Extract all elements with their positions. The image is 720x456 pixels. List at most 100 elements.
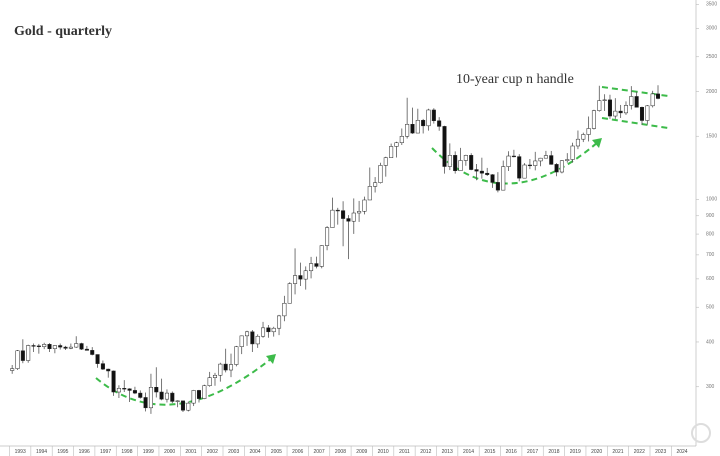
x-tick-label: 2022: [634, 449, 645, 455]
candle-body: [357, 211, 362, 214]
candle-body: [634, 96, 639, 108]
candle-body: [581, 134, 586, 140]
candle-body: [522, 164, 527, 179]
candle-body: [90, 350, 95, 355]
candle-body: [591, 110, 596, 129]
candle-body: [597, 100, 602, 111]
candle-body: [447, 155, 452, 167]
candle-body: [645, 105, 650, 121]
x-tick-label: 2018: [548, 449, 559, 455]
candle-body: [42, 344, 47, 347]
candle-body: [234, 346, 239, 365]
x-tick-label: 1994: [36, 449, 47, 455]
candle-body: [154, 387, 159, 393]
candle-body: [527, 164, 532, 167]
y-tick-label: 2000: [706, 89, 717, 95]
candle-body: [437, 120, 442, 127]
x-tick-label: 1995: [57, 449, 68, 455]
y-tick-label: 900: [706, 213, 715, 219]
candle-body: [495, 182, 500, 191]
candle-body: [26, 345, 31, 361]
logo: [691, 423, 711, 443]
candle-body: [335, 209, 340, 212]
x-tick-label: 2009: [356, 449, 367, 455]
y-tick-label: 600: [706, 276, 715, 282]
candle-body: [303, 270, 308, 280]
candle-body: [511, 155, 516, 158]
x-tick-label: 2005: [271, 449, 282, 455]
candle-body: [277, 315, 282, 329]
x-tick-label: 2002: [207, 449, 218, 455]
x-tick-label: 2010: [378, 449, 389, 455]
candle-body: [613, 110, 618, 117]
candle-body: [405, 124, 410, 137]
x-tick-label: 2016: [506, 449, 517, 455]
candle-body: [618, 110, 623, 114]
x-tick-label: 2004: [249, 449, 260, 455]
x-tick-label: 1999: [143, 449, 154, 455]
y-tick-label: 400: [706, 339, 715, 345]
candle-body: [389, 146, 394, 158]
candle-body: [586, 128, 591, 135]
x-tick-label: 2001: [185, 449, 196, 455]
candle-body: [378, 165, 383, 183]
candle-body: [650, 93, 655, 107]
x-tick-label: 2012: [420, 449, 431, 455]
x-tick-label: 2024: [676, 449, 687, 455]
candle-body: [383, 157, 388, 166]
candle-body: [341, 210, 346, 219]
candle-body: [298, 275, 303, 280]
arrow-head: [266, 354, 276, 364]
candle-body: [325, 227, 330, 246]
candle-body: [309, 263, 314, 272]
candle-body: [607, 99, 612, 117]
candle-body: [575, 138, 580, 147]
candle-body: [84, 348, 89, 351]
x-tick-label: 2003: [228, 449, 239, 455]
candle-body: [362, 199, 367, 212]
candle-body: [239, 335, 244, 347]
handle-bottom: [601, 117, 669, 129]
candle-body: [453, 155, 458, 171]
x-tick-label: 2015: [484, 449, 495, 455]
x-tick-label: 2017: [527, 449, 538, 455]
candle-body: [559, 160, 564, 173]
x-tick-label: 2019: [570, 449, 581, 455]
candle-body: [479, 170, 484, 174]
candle-body: [180, 400, 185, 411]
candle-body: [223, 363, 228, 371]
candle-body: [287, 283, 292, 304]
candle-body: [138, 392, 143, 398]
candle-body: [132, 390, 137, 394]
candle-body: [164, 392, 169, 400]
candle-body: [565, 159, 570, 161]
arrow-head: [592, 138, 602, 148]
candle-body: [20, 350, 25, 361]
candle-body: [261, 327, 266, 337]
candle-body: [570, 145, 575, 160]
x-tick-label: 2021: [612, 449, 623, 455]
y-tick-label: 300: [706, 384, 715, 390]
candle-body: [639, 107, 645, 121]
candle-body: [31, 345, 36, 347]
candle-body: [469, 155, 474, 170]
candle-body: [554, 164, 559, 173]
candle-body: [106, 368, 111, 372]
x-tick-label: 1993: [15, 449, 26, 455]
candle-body: [202, 385, 207, 399]
y-tick-label: 2500: [706, 54, 717, 60]
candle-body: [602, 99, 607, 101]
candle-body: [282, 302, 287, 317]
x-tick-label: 2008: [335, 449, 346, 455]
y-tick-label: 3000: [706, 26, 717, 32]
candle-body: [421, 120, 426, 127]
candle-body: [415, 120, 420, 134]
candle-body: [191, 390, 196, 404]
y-tick-label: 500: [706, 305, 715, 311]
candle-body: [186, 402, 191, 411]
candle-body: [15, 350, 20, 369]
x-tick-label: 1997: [100, 449, 111, 455]
candle-body: [207, 377, 212, 386]
